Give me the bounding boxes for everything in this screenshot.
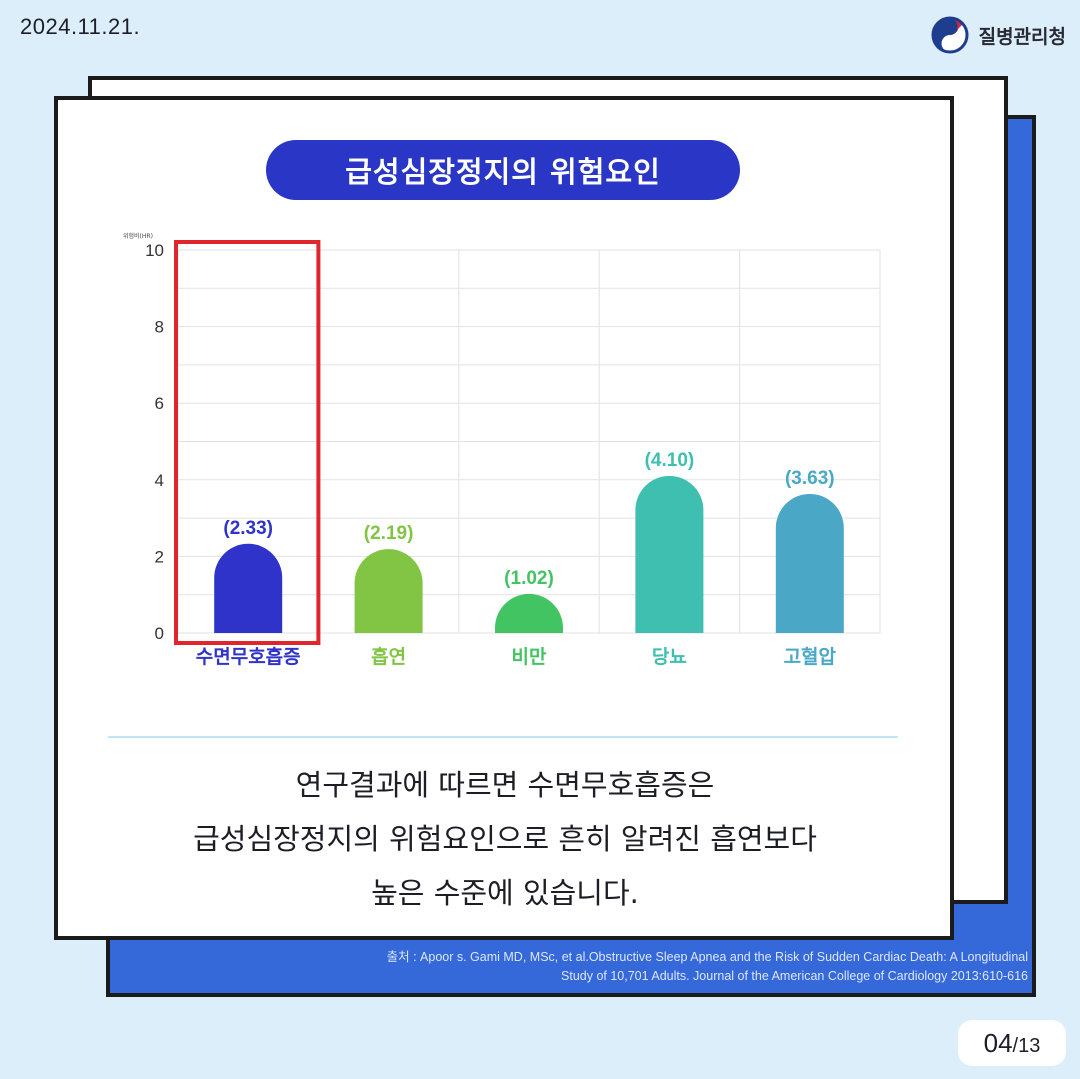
description-line-2: 급성심장정지의 위험요인으로 흔히 알려진 흡연보다 — [193, 822, 817, 856]
y-tick-label: 0 — [155, 624, 164, 643]
category-label: 흡연 — [371, 645, 406, 668]
description-line-1: 연구결과에 따르면 수면무호흡증은 — [295, 768, 715, 802]
divider — [108, 736, 898, 738]
page-total: /13 — [1012, 1035, 1041, 1057]
y-tick-label: 4 — [155, 471, 164, 490]
bar-2 — [354, 549, 423, 633]
bar-1 — [214, 543, 283, 633]
bar-value-label: (3.63) — [785, 468, 835, 489]
y-tick-label: 8 — [155, 318, 164, 337]
y-axis-label: 위험비(HR) — [123, 232, 153, 240]
bar-chart: 위험비(HR) 0 2 4 6 8 10 (2.33) 수면무호흡증 (2.19) 흡연 (1.02)… — [123, 232, 881, 668]
y-tick-label: 2 — [155, 547, 164, 566]
bar-value-label: (2.19) — [364, 523, 414, 544]
bar-value-label: (4.10) — [645, 450, 695, 471]
bar-value-label: (2.33) — [223, 518, 273, 539]
page-current: 04 — [983, 1028, 1013, 1058]
highlight-box — [174, 240, 321, 645]
category-label: 당뇨 — [652, 646, 687, 668]
source-line-2: Study of 10,701 Adults. Journal of the A… — [561, 969, 1028, 983]
category-label: 수면무호흡증 — [196, 645, 301, 668]
source-line-1: 출처 : Apoor s. Gami MD, MSc, et al.Obstru… — [386, 950, 1028, 964]
bar-5 — [775, 493, 844, 633]
page-indicator: 04 /13 — [958, 1020, 1066, 1066]
y-tick-label: 10 — [145, 241, 164, 260]
description-line-3: 높은 수준에 있습니다. — [371, 876, 639, 910]
taegeuk-logo-icon — [931, 16, 969, 54]
bar-3 — [495, 593, 563, 633]
source-citation: 출처 : Apoor s. Gami MD, MSc, et al.Obstru… — [120, 948, 1028, 986]
chart-title: 급성심장정지의 위험요인 — [266, 140, 740, 200]
org-name: 질병관리청 — [978, 25, 1066, 48]
y-tick-label: 6 — [155, 394, 164, 413]
category-label: 비만 — [512, 646, 547, 668]
description: 연구결과에 따르면 수면무호흡증은 급성심장정지의 위험요인으로 흔히 알려진 … — [70, 758, 940, 920]
date-text: 2024.11.21. — [20, 14, 141, 39]
org-logo-block: 질병관리청 — [929, 14, 1066, 56]
category-label: 고혈압 — [784, 645, 837, 668]
bar-value-label: (1.02) — [504, 568, 554, 589]
bar-4 — [635, 475, 704, 633]
